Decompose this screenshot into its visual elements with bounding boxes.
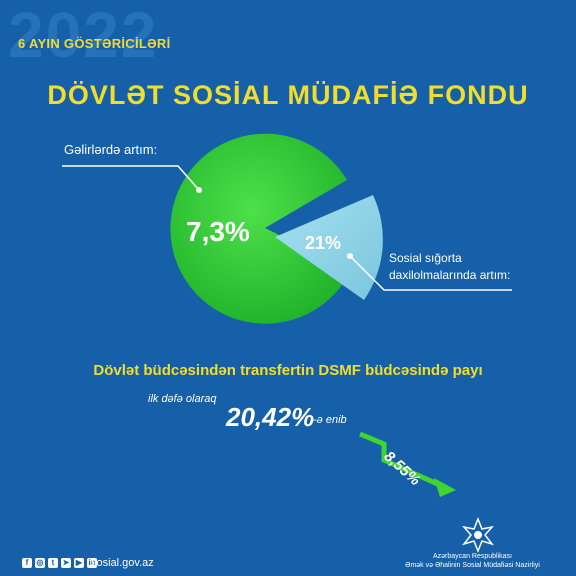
youtube-icon[interactable]: ▶ bbox=[74, 558, 84, 568]
social-icons: f ◎ t ➤ ▶ in bbox=[22, 558, 97, 568]
insurance-label-line bbox=[349, 255, 512, 291]
pie-slice-income bbox=[170, 133, 351, 324]
ministry-emblem-icon bbox=[461, 517, 495, 553]
trend-arrow-line bbox=[359, 431, 444, 489]
facebook-icon[interactable]: f bbox=[22, 558, 32, 568]
pie-slice-insurance bbox=[275, 195, 383, 300]
twitter-icon[interactable]: t bbox=[48, 558, 58, 568]
telegram-icon[interactable]: ➤ bbox=[61, 558, 71, 568]
insurance-label-line1: Sosial sığorta bbox=[389, 251, 462, 265]
ministry-name: Azərbaycan Respublikası Əmək və Əhalinin… bbox=[380, 552, 565, 570]
budget-share-value: 20,42% bbox=[226, 402, 315, 432]
page-title: DÖVLƏT SOSİAL MÜDAFİƏ FONDU bbox=[47, 80, 529, 110]
year-watermark: 2022 bbox=[8, 0, 159, 71]
ministry-line2: Əmək və Əhalinin Sosial Müdafiəsi Nazirl… bbox=[405, 562, 540, 569]
ministry-line1: Azərbaycan Respublikası bbox=[433, 553, 512, 560]
subtitle: 6 AYIN GÖSTƏRİCİLƏRİ bbox=[18, 36, 171, 51]
first-time-label: ilk dəfə olaraq bbox=[148, 393, 217, 405]
instagram-icon[interactable]: ◎ bbox=[35, 558, 45, 568]
website-link[interactable]: sosial.gov.az bbox=[91, 557, 154, 569]
income-label: Gəlirlərdə artım: bbox=[64, 142, 158, 157]
insurance-label: Sosial sığorta daxilolmalarında artım: bbox=[389, 250, 510, 284]
linkedin-icon[interactable]: in bbox=[87, 558, 97, 568]
insurance-label-line2: daxilolmalarında artım: bbox=[389, 268, 511, 282]
trend-arrow-head bbox=[434, 478, 456, 497]
income-value: 7,3% bbox=[186, 216, 250, 247]
budget-share-suffix: -ə enib bbox=[313, 414, 347, 426]
income-label-line bbox=[62, 165, 200, 191]
insurance-value: 21% bbox=[305, 233, 342, 253]
budget-title: Dövlət büdcəsindən transfertin DSMF büdc… bbox=[93, 362, 483, 379]
